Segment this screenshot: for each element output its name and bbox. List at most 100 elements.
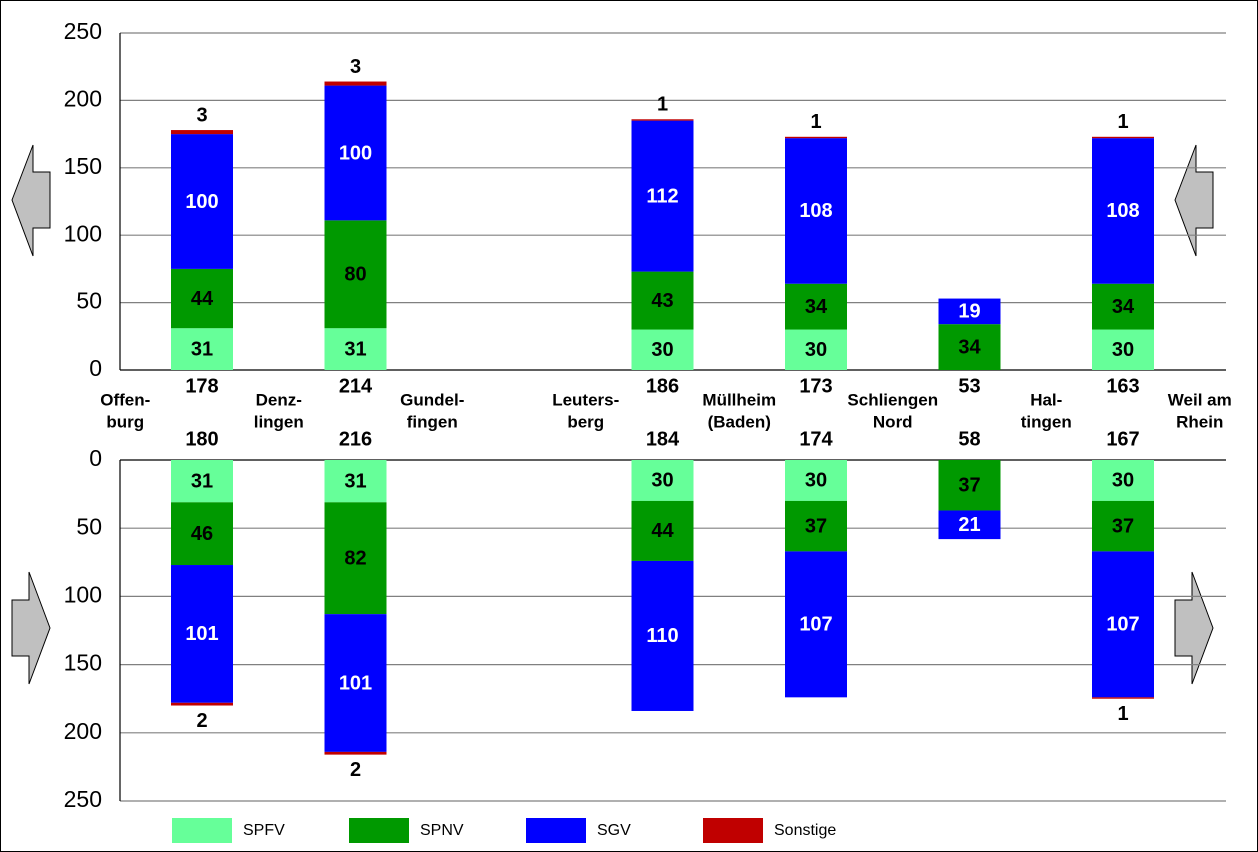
y-tick-label: 200 [64,718,102,744]
bar-segment [785,500,847,552]
y-tick-label: 50 [76,288,102,314]
bar-segment [1092,460,1154,501]
bar-segment [631,460,694,501]
value-label: 43 [651,290,673,312]
y-tick-label: 50 [76,513,102,539]
bar-segment [324,460,387,503]
value-label: 3 [196,104,207,126]
bar-segment [171,702,233,706]
total-label: 216 [339,428,372,450]
bar-segment [785,551,847,698]
station-label: Gundel- [400,390,464,409]
legend-swatch [703,818,763,843]
value-label: 1 [810,111,821,133]
bar-segment [631,120,694,272]
y-tick-label: 150 [64,153,102,179]
value-label: 3 [350,56,361,78]
legend-label: SPFV [243,822,285,839]
arrow-left [11,144,51,257]
station-label: fingen [407,412,458,431]
station-label: Rhein [1176,412,1223,431]
value-label: 37 [1112,515,1134,537]
value-label: 100 [339,142,372,164]
value-label: 30 [1112,339,1134,361]
total-label: 167 [1106,428,1139,450]
station-label: Müllheim [702,390,776,409]
value-label: 2 [350,759,361,781]
value-label: 19 [958,301,980,323]
total-label: 214 [339,375,373,397]
station-label: berg [567,412,604,431]
value-label: 101 [339,672,372,694]
bar-segment [171,502,233,566]
bar-segment [631,119,694,121]
station-label: lingen [254,412,304,431]
value-label: 37 [805,515,827,537]
bar-segment [785,329,847,370]
bar-segment [171,130,233,135]
bar-segment [324,614,387,752]
station-label: Denz- [256,390,302,409]
bar-segment [631,329,694,370]
value-label: 82 [344,547,366,569]
station-label: Offen- [100,390,150,409]
bar-segment [1092,697,1154,699]
arrow-right [11,571,51,685]
bar-segment [631,560,694,711]
bar-segment [1092,283,1154,330]
legend-label: Sonstige [774,822,836,839]
bar-segment [785,283,847,330]
bar-segment [324,220,387,329]
total-label: 184 [646,428,680,450]
legend-swatch [349,818,409,843]
total-label: 53 [958,375,980,397]
station-label: Schliengen [847,390,938,409]
value-label: 30 [805,470,827,492]
legend-swatch [526,818,586,843]
value-label: 31 [191,338,213,360]
arrow-left [1174,144,1214,257]
legend-label: SGV [597,822,631,839]
value-label: 107 [799,614,832,636]
value-label: 30 [805,339,827,361]
bar-segment [324,81,387,86]
bar-segment [324,328,387,370]
y-tick-label: 100 [64,220,102,246]
bar-segment [1092,138,1154,284]
value-label: 80 [344,264,366,286]
bar-segment [938,324,1001,370]
legend-swatch [172,818,232,843]
value-label: 100 [185,191,218,213]
bar-segment [1092,329,1154,370]
bar-segment [631,500,694,561]
y-tick-label: 100 [64,581,102,607]
total-label: 180 [185,428,218,450]
value-label: 101 [185,623,218,645]
value-label: 1 [657,94,668,116]
bar-segment [631,271,694,330]
station-label: Hal- [1030,390,1062,409]
value-label: 30 [651,339,673,361]
bar-segment [785,138,847,284]
y-tick-label: 0 [89,355,102,381]
bar-segment [171,460,233,503]
bar-segment [1092,500,1154,552]
station-label: Nord [873,412,913,431]
arrow-right [1174,571,1214,685]
bar-segment [171,565,233,703]
value-label: 1 [1117,703,1128,725]
y-tick-label: 150 [64,650,102,676]
bar-segment [171,268,233,329]
bar-segment [938,460,1001,511]
bar-segment [324,85,387,221]
y-tick-label: 200 [64,85,102,111]
value-label: 107 [1106,614,1139,636]
total-label: 178 [185,375,218,397]
y-tick-label: 250 [64,18,102,44]
value-label: 108 [799,200,832,222]
value-label: 30 [1112,470,1134,492]
y-tick-label: 250 [64,786,102,812]
total-label: 58 [958,428,980,450]
total-label: 163 [1106,375,1139,397]
value-label: 34 [805,296,828,318]
